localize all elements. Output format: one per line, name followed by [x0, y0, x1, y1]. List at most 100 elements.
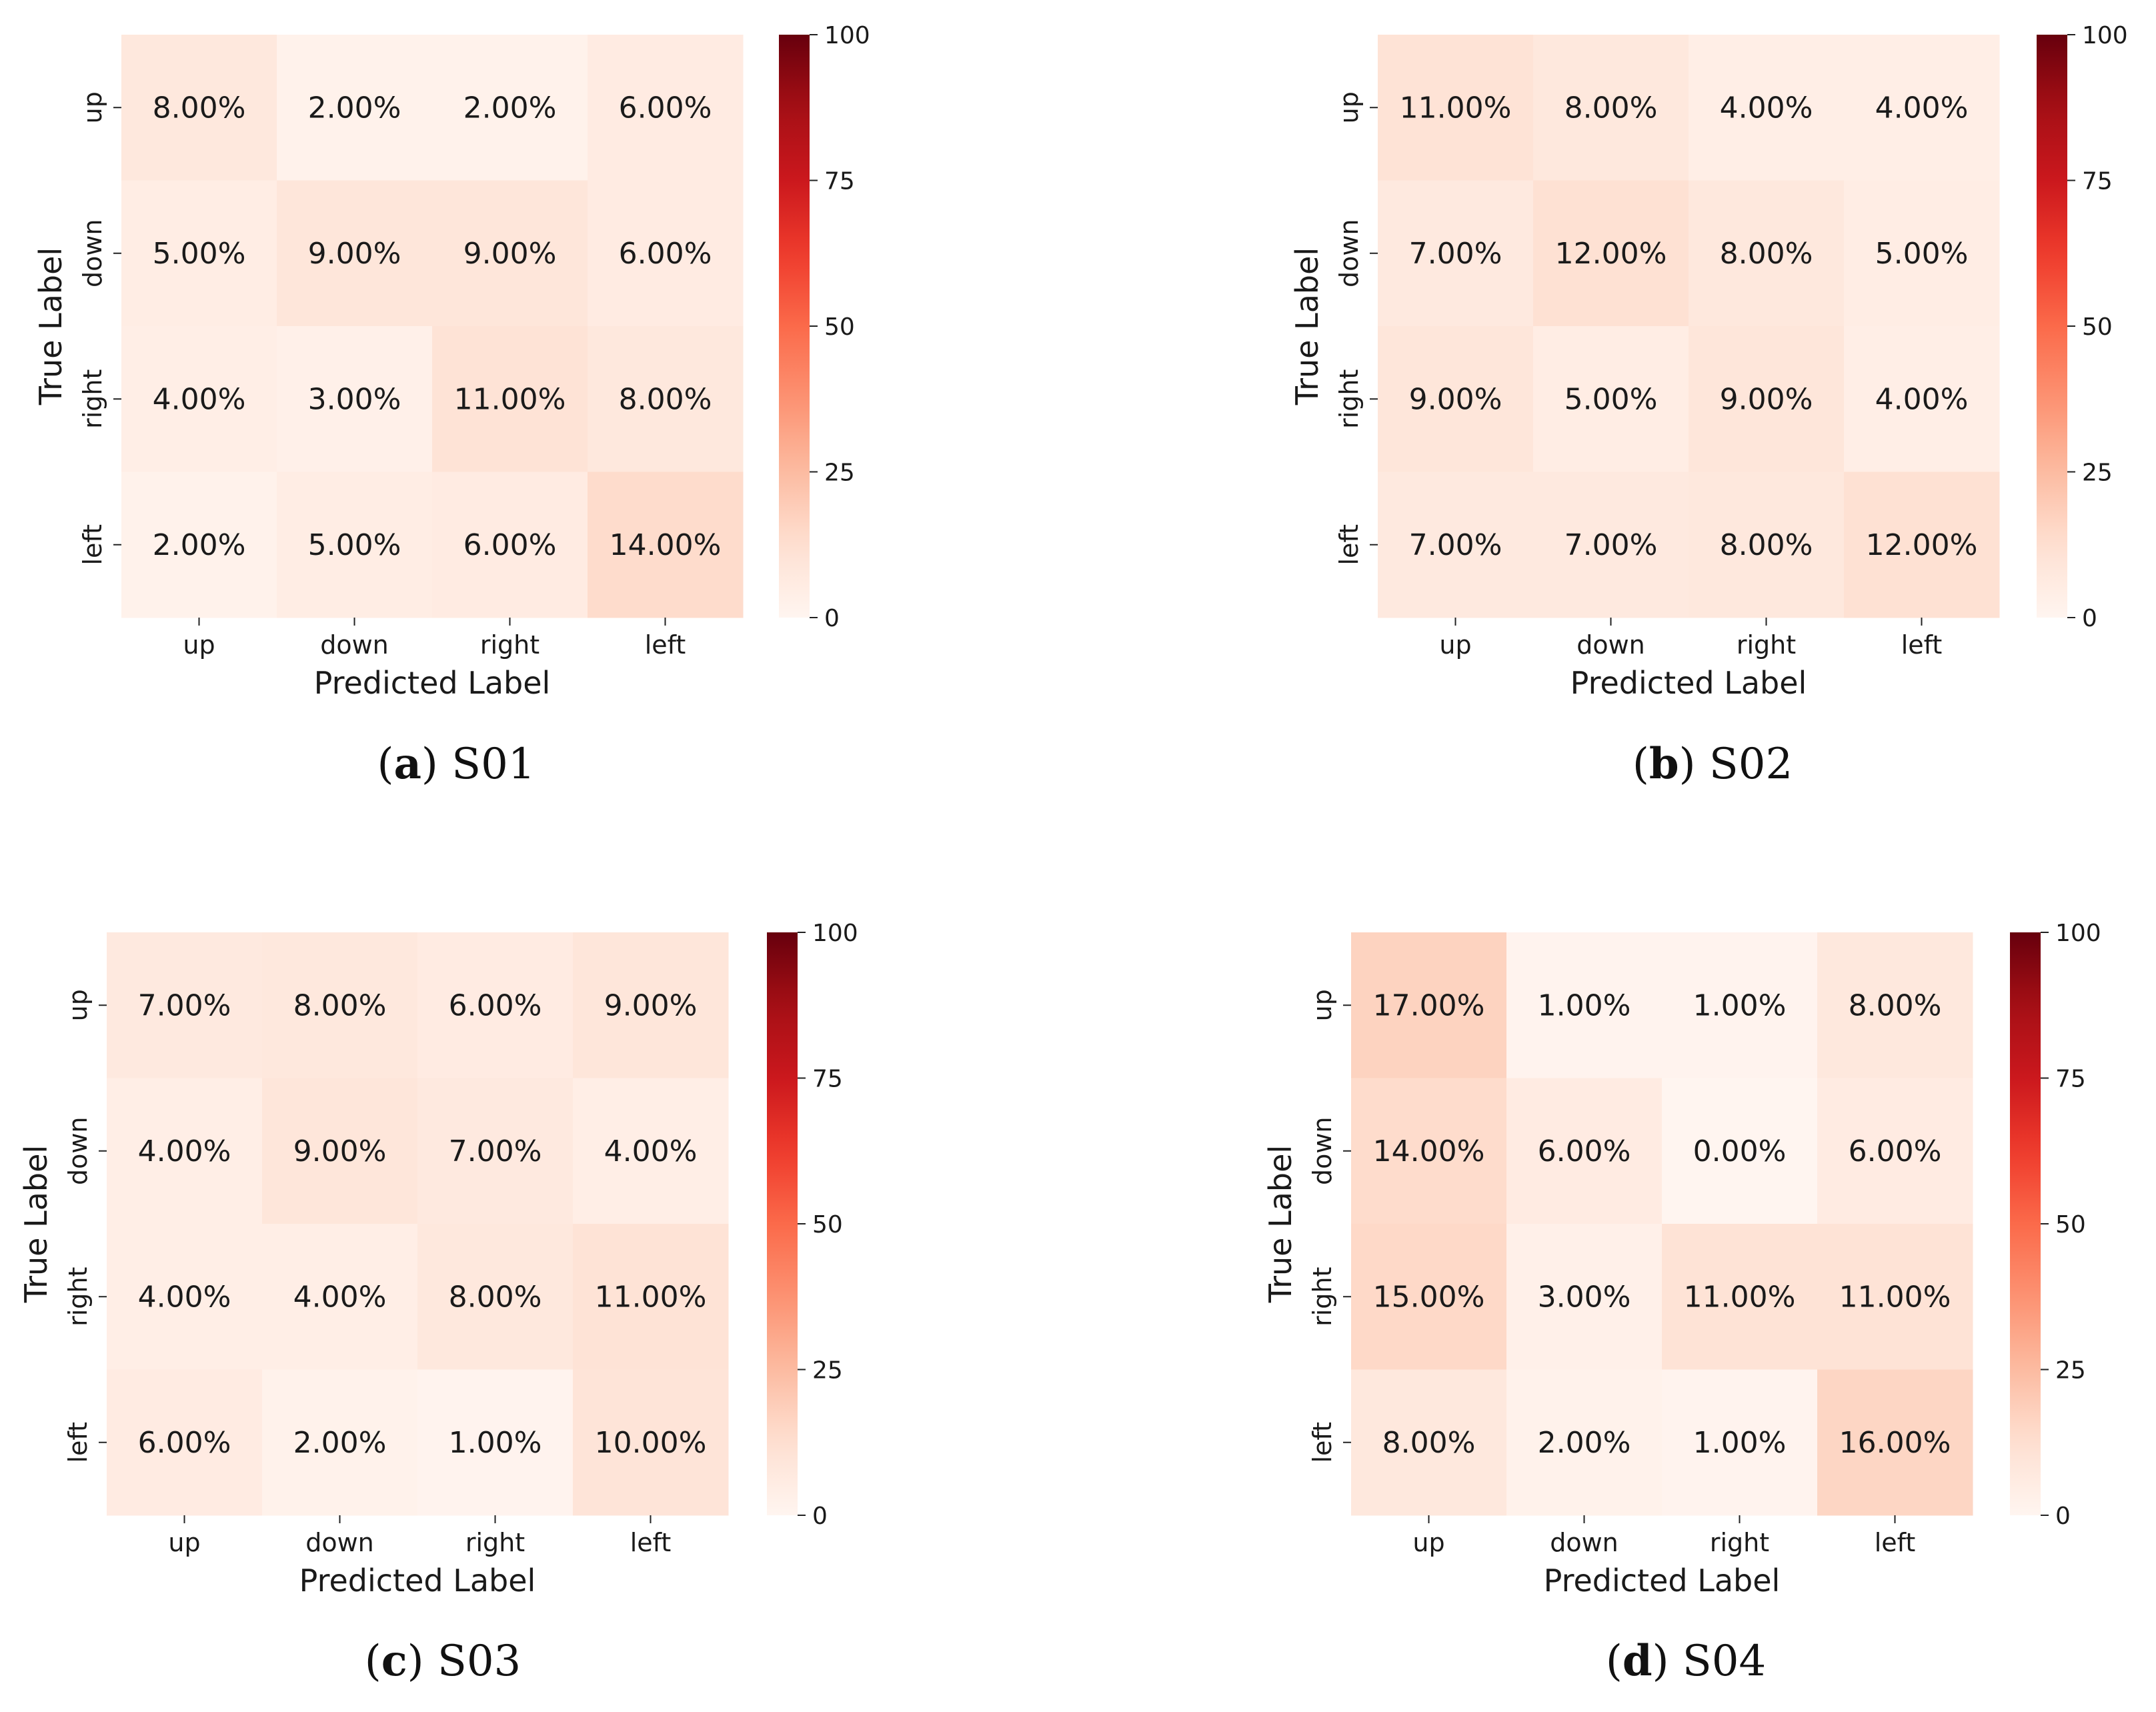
colorbar: [2037, 35, 2067, 618]
x-tick-label: left: [1875, 1528, 1916, 1557]
x-tick-label: up: [1439, 630, 1471, 660]
y-axis-title: True Label: [1289, 247, 1325, 405]
cell-value-label: 14.00%: [1373, 1134, 1485, 1168]
heatmap-panel-c: 7.00% 8.00% 6.00% 9.00% 4.00% 9.00% 7.00% 4.00%…: [18, 920, 858, 1686]
cell-value-label: 11.00%: [1684, 1280, 1796, 1314]
cell-value-label: 12.00%: [1555, 237, 1667, 271]
heatmap-cell: [588, 35, 744, 181]
cell-value-label: 17.00%: [1373, 988, 1485, 1022]
y-tick-label: left: [78, 524, 107, 566]
cell-value-label: 6.00%: [463, 528, 557, 562]
cell-value-label: 6.00%: [619, 237, 712, 271]
cell-value-label: 8.00%: [1849, 988, 1942, 1022]
colorbar-tick-label: 25: [824, 460, 855, 487]
heatmap-cell: [1689, 35, 1845, 181]
heatmap-cell: [573, 1078, 729, 1224]
heatmap-cell: [573, 1369, 729, 1516]
cell-value-label: 16.00%: [1839, 1426, 1951, 1460]
heatmap-cell: [1506, 1224, 1663, 1370]
colorbar-tick-label: 50: [824, 313, 855, 341]
heatmap-cell: [121, 326, 277, 472]
y-tick-label: down: [63, 1116, 93, 1185]
heatmap-cell: [262, 1224, 418, 1370]
x-tick-label: left: [645, 630, 686, 660]
cell-value-label: 9.00%: [463, 237, 557, 271]
cell-value-label: 3.00%: [308, 382, 401, 416]
cell-value-label: 9.00%: [1720, 382, 1813, 416]
colorbar-tick-label: 75: [824, 168, 855, 195]
colorbar-tick-label: 75: [2082, 168, 2113, 195]
x-axis-title: Predicted Label: [1570, 665, 1807, 701]
cell-value-label: 6.00%: [619, 91, 712, 125]
cell-value-label: 4.00%: [138, 1280, 231, 1314]
cell-value-label: 6.00%: [1849, 1134, 1942, 1168]
heatmap-cell: [1662, 1078, 1818, 1224]
x-tick-label: up: [168, 1528, 200, 1557]
y-tick-label: right: [78, 369, 107, 429]
cell-value-label: 4.00%: [604, 1134, 698, 1168]
heatmap-cell: [262, 932, 418, 1078]
x-tick-label: up: [1412, 1528, 1444, 1557]
cell-value-label: 8.00%: [1720, 528, 1813, 562]
caption-letter: d: [1623, 1636, 1653, 1686]
cell-value-label: 8.00%: [1564, 91, 1658, 125]
x-axis-title: Predicted Label: [314, 665, 551, 701]
heatmap-cell: [1533, 35, 1689, 181]
caption-letter: c: [381, 1636, 407, 1686]
heatmap-cell: [277, 326, 433, 472]
heatmap-cell: [1662, 1369, 1818, 1516]
colorbar-tick-label: 100: [824, 22, 870, 49]
cell-value-label: 4.00%: [1875, 91, 1969, 125]
colorbar-tick-label: 25: [2082, 460, 2113, 487]
colorbar-tick-label: 50: [812, 1211, 843, 1238]
heatmap-cell: [121, 35, 277, 181]
y-axis-title: True Label: [1262, 1145, 1298, 1303]
y-tick-label: down: [1334, 219, 1364, 287]
panel-caption: (d) S04: [1606, 1636, 1766, 1686]
cell-value-label: 8.00%: [293, 988, 387, 1022]
heatmap-cell: [262, 1369, 418, 1516]
x-tick-label: down: [1576, 630, 1645, 660]
cell-value-label: 8.00%: [1382, 1426, 1476, 1460]
heatmap-cell: [1817, 1369, 1973, 1516]
heatmap-cell: [417, 1078, 574, 1224]
heatmap-cell: [1533, 326, 1689, 472]
heatmap-cell: [588, 180, 744, 327]
heatmap-cell: [1662, 1224, 1818, 1370]
cell-value-label: 4.00%: [1875, 382, 1969, 416]
cell-value-label: 2.00%: [153, 528, 246, 562]
heatmap-cell: [121, 472, 277, 618]
heatmap-cell: [432, 326, 588, 472]
cell-value-label: 6.00%: [138, 1426, 231, 1460]
cell-value-label: 6.00%: [1538, 1134, 1631, 1168]
caption-letter: a: [393, 739, 421, 789]
heatmap-cell: [1351, 1224, 1507, 1370]
cell-value-label: 7.00%: [1409, 528, 1502, 562]
x-tick-label: down: [320, 630, 389, 660]
cell-value-label: 9.00%: [308, 237, 401, 271]
heatmap-cell: [1533, 180, 1689, 327]
x-tick-label: right: [480, 630, 540, 660]
heatmap-cell: [1817, 932, 1973, 1078]
heatmap-cell: [107, 1369, 263, 1516]
colorbar-tick-label: 50: [2055, 1211, 2086, 1238]
cell-value-label: 1.00%: [449, 1426, 542, 1460]
heatmap-cell: [262, 1078, 418, 1224]
cell-value-label: 1.00%: [1693, 988, 1787, 1022]
heatmap-cell: [277, 180, 433, 327]
cell-value-label: 2.00%: [463, 91, 557, 125]
caption-text: S01: [451, 740, 535, 789]
heatmap-cell: [1689, 180, 1845, 327]
cell-value-label: 3.00%: [1538, 1280, 1631, 1314]
heatmap-cell: [1817, 1078, 1973, 1224]
heatmap-cell: [277, 472, 433, 618]
caption-text: S04: [1683, 1637, 1766, 1686]
cell-value-label: 7.00%: [138, 988, 231, 1022]
cell-value-label: 2.00%: [293, 1426, 387, 1460]
y-tick-label: up: [1308, 989, 1337, 1021]
y-axis-title: True Label: [33, 247, 69, 405]
y-tick-label: up: [78, 91, 107, 123]
cell-value-label: 8.00%: [1720, 237, 1813, 271]
heatmap-cell: [1689, 472, 1845, 618]
